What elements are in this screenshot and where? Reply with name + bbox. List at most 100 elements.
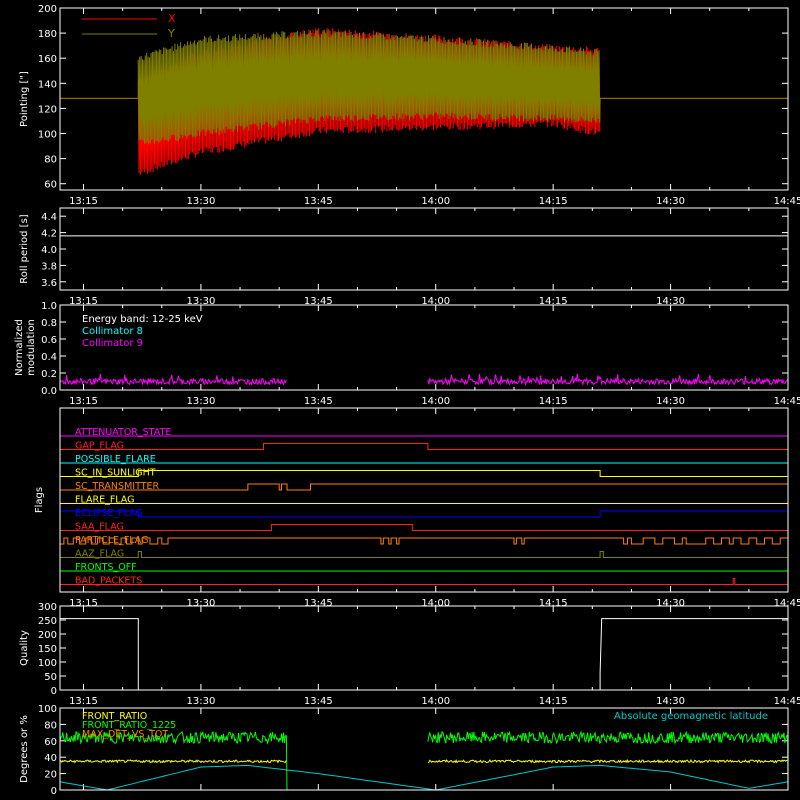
flag-label-flare-flag: FLARE_FLAG	[75, 495, 135, 506]
series-front-ratio-1225-line	[427, 730, 789, 791]
panel-frame-2	[59, 304, 789, 391]
flag-label-particle-flag: PARTICLE_FLAG	[75, 535, 148, 546]
x-tick-label: 13:45	[304, 598, 333, 609]
y-tick-label: 4.4	[41, 212, 57, 223]
y-tick-label: 160	[38, 54, 57, 65]
y-tick-label: 3.8	[41, 261, 57, 272]
y-tick-label: 0.8	[41, 318, 57, 329]
x-tick-label: 13:15	[69, 296, 98, 307]
x-tick-label: 13:30	[186, 598, 215, 609]
legend-label-max-det-vs-tot: MAX_DET_VS_TOT	[82, 729, 168, 740]
y-axis-label: Flags	[34, 487, 45, 513]
series-collimator-9-line	[427, 373, 789, 387]
x-tick-label: 14:45	[774, 196, 800, 207]
y-tick-label: 100	[38, 130, 57, 141]
x-tick-label: 13:15	[69, 696, 98, 707]
x-tick-label: 13:30	[186, 396, 215, 407]
flag-label-possible-flare: POSSIBLE_FLARE	[75, 454, 156, 465]
panel-frame-3	[59, 407, 789, 593]
flag-line-gap-flag	[60, 443, 788, 450]
flag-line-eclipse-flag	[60, 510, 788, 518]
x-tick-label: 14:15	[539, 696, 568, 707]
x-tick-label: 13:15	[69, 396, 98, 407]
x-tick-label: 14:30	[656, 196, 685, 207]
y-tick-label: 40	[44, 753, 57, 764]
x-tick-label: 14:45	[774, 598, 800, 609]
x-tick-label: 14:00	[421, 196, 450, 207]
x-tick-label: 14:30	[656, 296, 685, 307]
x-tick-label: 14:00	[421, 598, 450, 609]
y-tick-label: 3.6	[41, 278, 57, 289]
y-tick-label: 80	[44, 720, 57, 731]
x-tick-label: 13:30	[186, 696, 215, 707]
panel-frame-0	[59, 7, 789, 191]
y-tick-label: 0	[51, 786, 57, 797]
flag-label-aaz-flag: AAZ_FLAG	[75, 549, 124, 560]
legend-label-front-ratio: FRONT_RATIO	[82, 711, 147, 722]
y-axis-label-line2: modulation	[26, 319, 37, 376]
y-axis-label: Degrees or %	[19, 715, 30, 783]
flag-label-eclipse-flag: ECLIPSE_FLAG	[75, 508, 143, 519]
y-tick-label: 0	[51, 686, 57, 697]
flag-line-particle-flag	[59, 537, 788, 545]
legend-label-x: X	[168, 12, 176, 25]
x-tick-label: 13:45	[304, 296, 333, 307]
y-tick-label: 100	[38, 658, 57, 669]
y-tick-label: 0.6	[41, 335, 57, 346]
panel-frame-4	[59, 605, 789, 691]
y-axis-label: Quality	[19, 630, 30, 666]
y-tick-label: 120	[38, 104, 57, 115]
y-tick-label: 80	[44, 155, 57, 166]
series-y-line	[60, 29, 788, 145]
flag-label-saa-flag: SAA_FLAG	[75, 522, 124, 533]
x-tick-label: 14:15	[539, 396, 568, 407]
series-collimator-9-line	[59, 373, 287, 386]
x-tick-label: 14:30	[656, 696, 685, 707]
flag-line-sc-transmitter	[60, 483, 788, 491]
flag-label-bad-packets: BAD_PACKETS	[75, 576, 142, 587]
flag-label-attenuator-state: ATTENUATOR_STATE	[75, 427, 171, 438]
y-axis-label-line1: Normalized	[14, 319, 25, 376]
flag-label-sc-transmitter: SC_TRANSMITTER	[75, 481, 160, 492]
y-tick-label: 0.0	[41, 386, 57, 397]
y-axis-label: Roll period [s]	[19, 214, 30, 283]
y-tick-label: 180	[38, 29, 57, 40]
y-tick-label: 150	[38, 644, 57, 655]
x-tick-label: 13:45	[304, 196, 333, 207]
y-tick-label: 4.0	[41, 245, 57, 256]
flag-label-gap-flag: GAP_FLAG	[75, 441, 124, 452]
x-tick-label: 14:45	[774, 396, 800, 407]
x-tick-label: 13:30	[186, 196, 215, 207]
y-tick-label: 20	[44, 770, 57, 781]
energy-band-label: Energy band: 12-25 keV	[82, 314, 203, 325]
x-tick-label: 13:15	[69, 598, 98, 609]
y-tick-label: 1.0	[41, 301, 57, 312]
x-tick-label: 13:15	[69, 196, 98, 207]
flag-label-sc-in-sunlight: SC_IN_SUNLIGHT	[75, 468, 156, 479]
y-tick-label: 300	[38, 602, 57, 613]
legend-label-geomagnetic-latitude: Absolute geomagnetic latitude	[614, 711, 768, 722]
flag-label-fronts-off: FRONTS_OFF	[75, 562, 137, 573]
y-tick-label: 50	[44, 672, 57, 683]
flag-line-saa-flag	[60, 524, 788, 531]
y-axis-label: Pointing ["]	[19, 71, 30, 127]
x-tick-label: 14:45	[774, 696, 800, 707]
legend-label-collimator: Collimator 8	[82, 326, 143, 337]
x-tick-label: 13:45	[304, 396, 333, 407]
legend-label-y: Y	[167, 27, 175, 40]
x-tick-label: 14:00	[421, 396, 450, 407]
quality-line	[60, 618, 788, 691]
x-tick-label: 14:15	[539, 296, 568, 307]
x-tick-label: 13:45	[304, 696, 333, 707]
x-tick-label: 14:15	[539, 598, 568, 609]
x-tick-label: 14:00	[421, 696, 450, 707]
y-tick-label: 250	[38, 616, 57, 627]
flag-line-sc-in-sunlight	[60, 470, 788, 477]
x-tick-label: 14:15	[539, 196, 568, 207]
y-tick-label: 100	[38, 704, 57, 715]
flag-line-aaz-flag	[60, 551, 788, 558]
y-tick-label: 200	[38, 630, 57, 641]
series-front-ratio-line	[59, 759, 287, 764]
y-tick-label: 140	[38, 79, 57, 90]
legend-label-front-ratio-1225: FRONT_RATIO_1225	[82, 720, 176, 731]
